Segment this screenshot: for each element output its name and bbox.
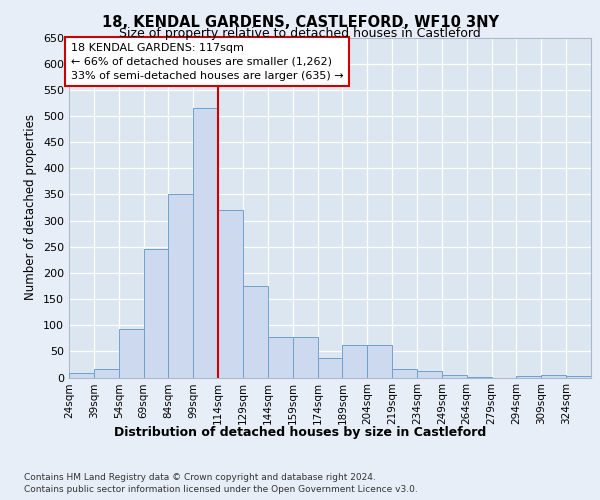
Bar (193, 108, 218, 378)
Bar (243, 286, 268, 378)
Bar (541, 376, 566, 378)
Text: 18, KENDAL GARDENS, CASTLEFORD, WF10 3NY: 18, KENDAL GARDENS, CASTLEFORD, WF10 3NY (101, 15, 499, 30)
Bar (317, 358, 343, 378)
Text: Distribution of detached houses by size in Castleford: Distribution of detached houses by size … (114, 426, 486, 439)
Bar (442, 375, 467, 378)
Bar (143, 250, 169, 378)
Bar (119, 329, 143, 378)
Bar (218, 210, 243, 378)
Bar (293, 336, 317, 378)
Bar (517, 376, 541, 378)
Bar (169, 194, 193, 378)
Bar (467, 377, 491, 378)
Bar (392, 368, 417, 378)
Y-axis label: Number of detached properties: Number of detached properties (25, 114, 37, 300)
Bar (69, 374, 94, 378)
Bar (417, 371, 442, 378)
Bar (94, 368, 119, 378)
Bar (343, 344, 367, 378)
Bar (367, 344, 392, 378)
Text: Contains public sector information licensed under the Open Government Licence v3: Contains public sector information licen… (24, 485, 418, 494)
Bar (268, 336, 293, 378)
Text: Contains HM Land Registry data © Crown copyright and database right 2024.: Contains HM Land Registry data © Crown c… (24, 472, 376, 482)
Text: Size of property relative to detached houses in Castleford: Size of property relative to detached ho… (119, 28, 481, 40)
Text: 18 KENDAL GARDENS: 117sqm
← 66% of detached houses are smaller (1,262)
33% of se: 18 KENDAL GARDENS: 117sqm ← 66% of detac… (71, 42, 343, 80)
Bar (566, 376, 591, 378)
